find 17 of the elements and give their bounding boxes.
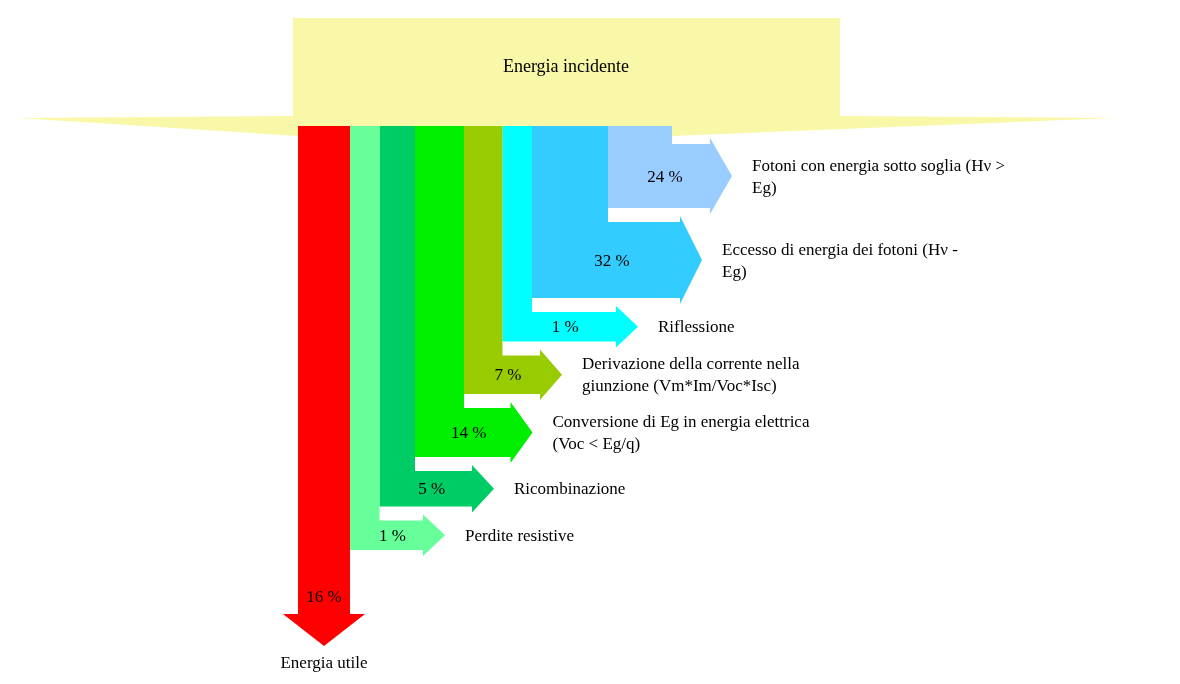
data-label: 24 % [647, 166, 683, 186]
data-label: 1 % [551, 317, 579, 337]
data-label: 7 % [494, 365, 522, 385]
category-label: Riflessione [658, 317, 735, 337]
data-label: 1 % [379, 525, 406, 545]
data-label: 14 % [451, 423, 487, 442]
data-label: 16 % [306, 586, 342, 606]
data-label: 5 % [418, 479, 446, 499]
category-label: Fotoni con energia sotto soglia (Hν > Eg) [752, 155, 1010, 197]
category-label: Perdite resistive [465, 525, 575, 545]
text: Energia incidente [502, 56, 630, 76]
category-label: Derivazione della corrente nella giunzione (Vm*Im/Voc*Isc) [582, 354, 804, 396]
data-label: 32 % [594, 250, 630, 270]
category-label: Ricombinazione [514, 479, 626, 499]
category-label: Energia utile [280, 652, 368, 672]
category-label: Eccesso di energia dei fotoni (Hν - Eg) [722, 239, 963, 281]
category-label: Conversione di Eg in energia elettrica (Voc < Eg/q) [552, 412, 814, 453]
